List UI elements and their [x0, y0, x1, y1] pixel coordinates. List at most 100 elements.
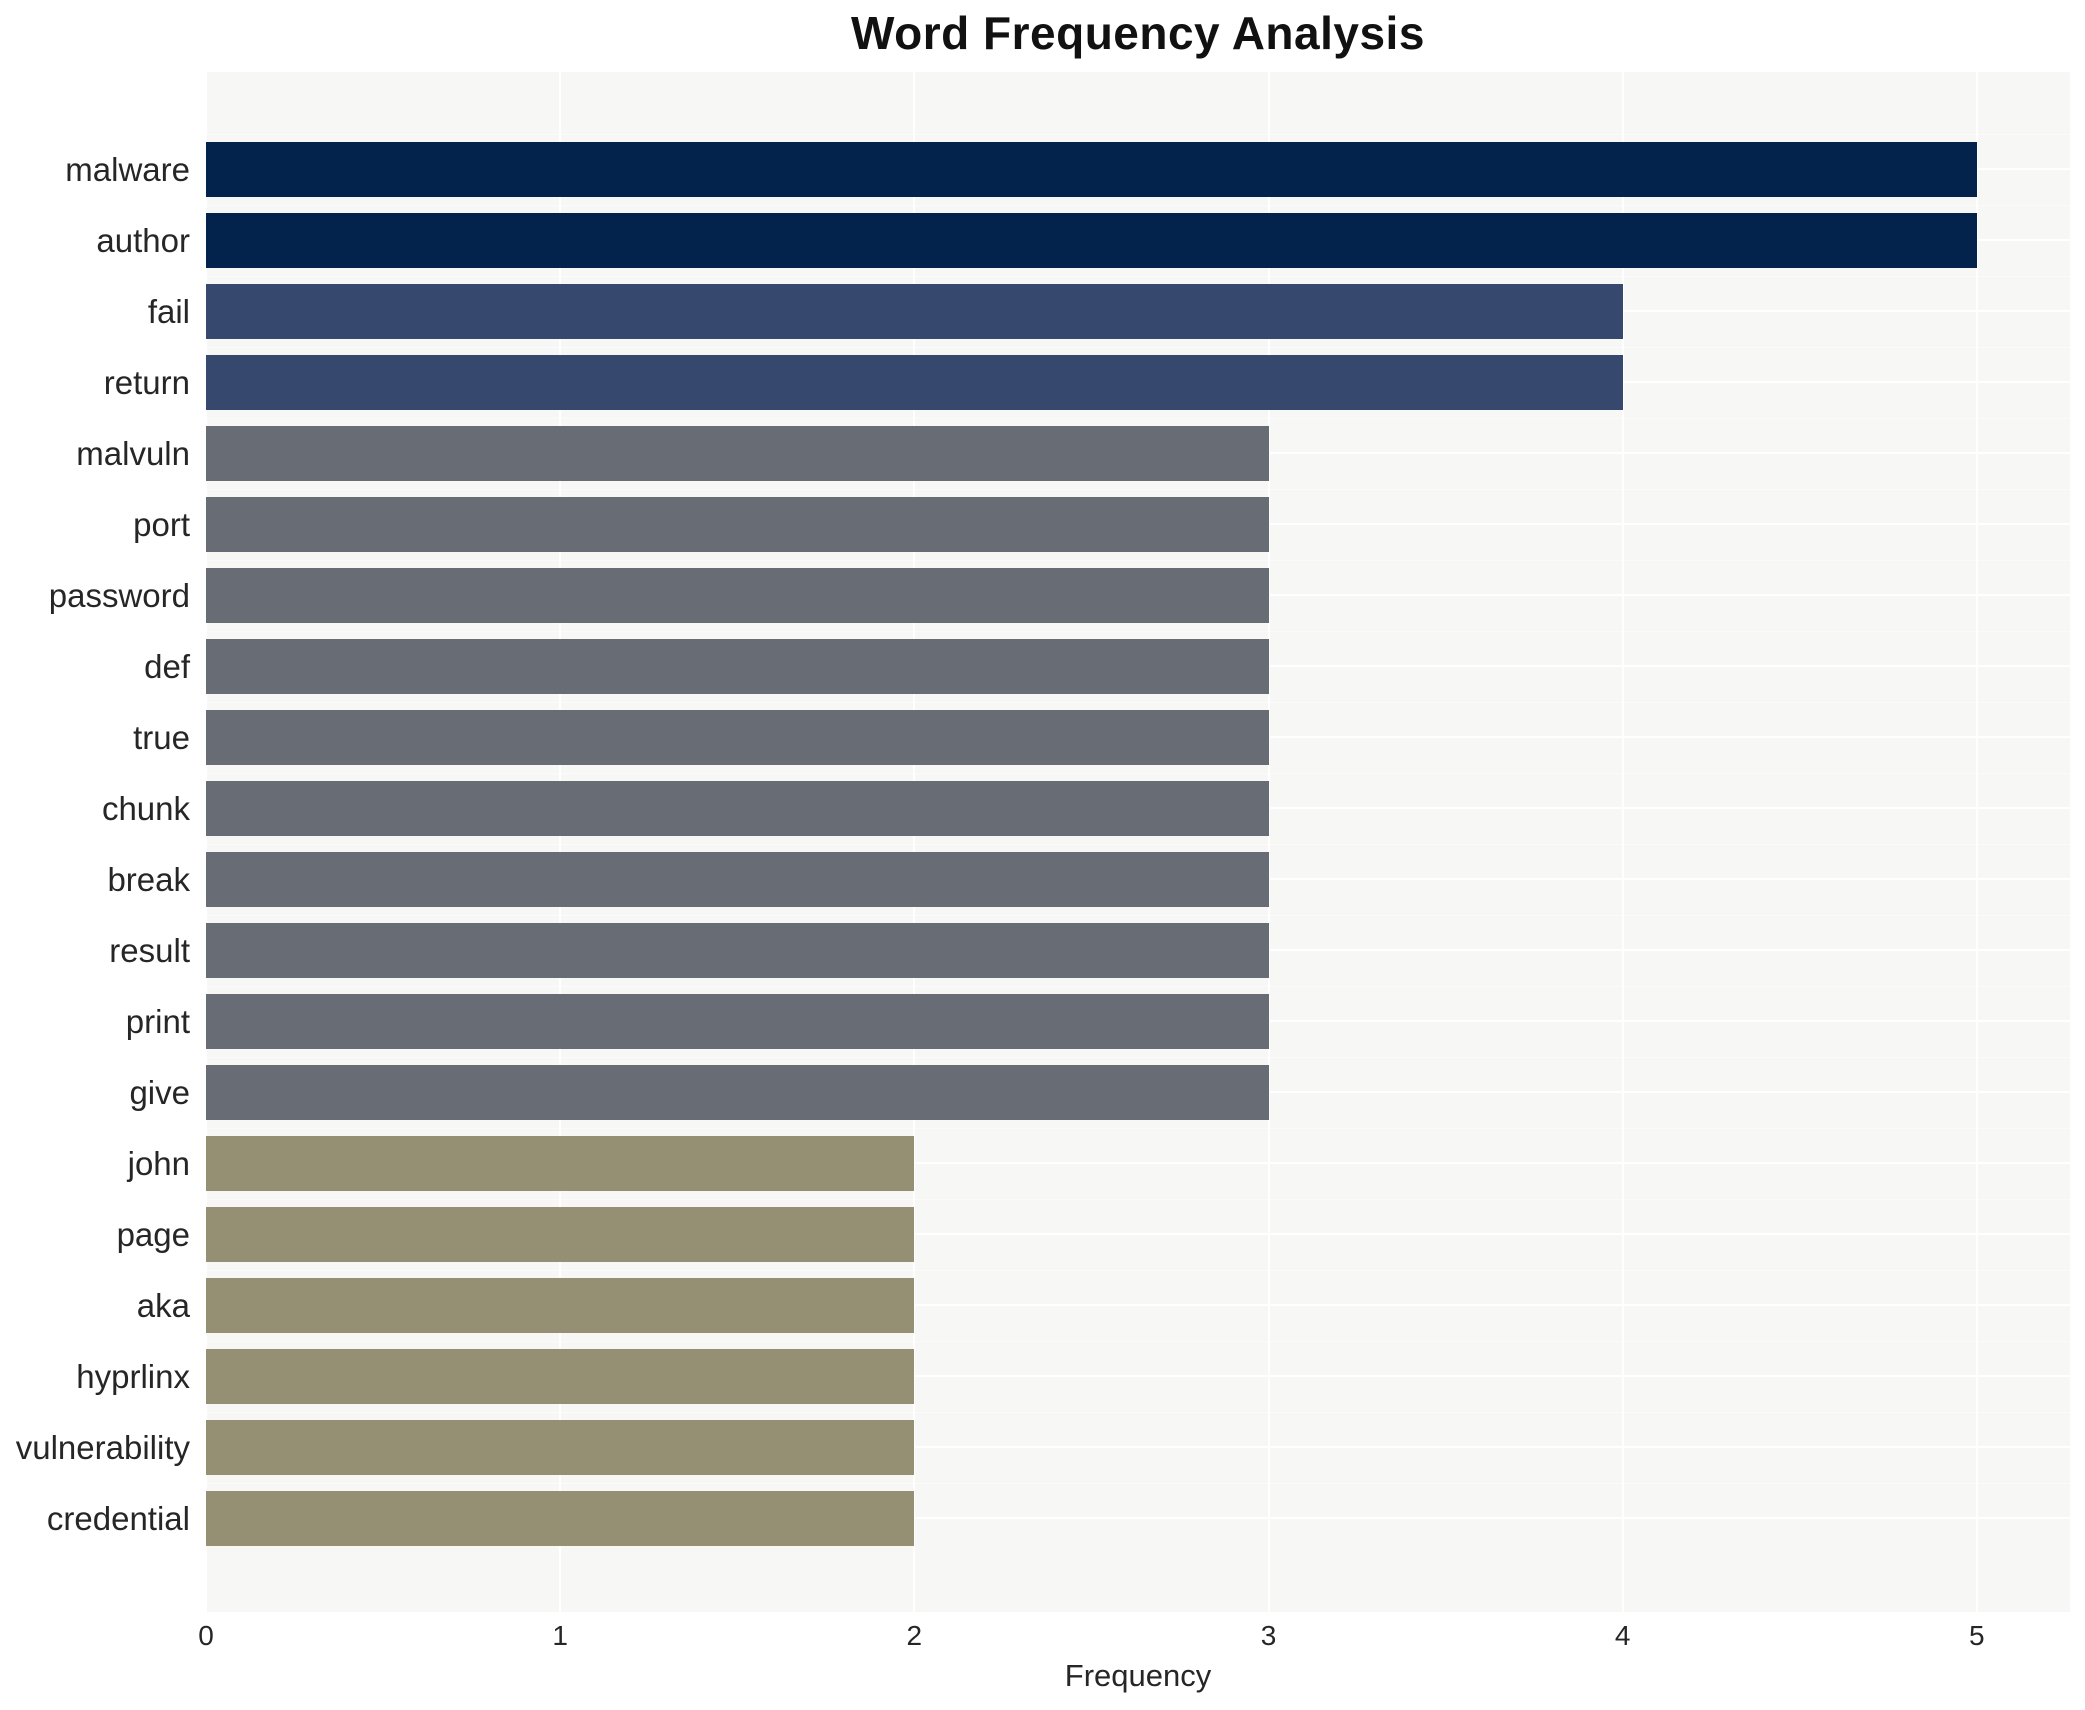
bar-trough [206, 489, 2070, 560]
x-tick-label: 2 [906, 1620, 923, 1651]
bar [206, 923, 1269, 978]
category-label: vulnerability [15, 1428, 190, 1466]
chart-title: Word Frequency Analysis [851, 7, 1425, 59]
bar-trough [206, 915, 2070, 986]
minor-gridline [206, 489, 2070, 490]
minor-gridline [206, 1483, 2070, 1484]
x-axis: 0 1 2 3 4 5 [198, 1620, 2070, 1660]
bar [206, 497, 1269, 552]
category-label: john [127, 1144, 190, 1182]
gridline-y [206, 1375, 2070, 1377]
gridline-x-1 [559, 72, 562, 1612]
bar-row: vulnerability [0, 1412, 2085, 1483]
bar-row: malware [0, 134, 2085, 205]
bar-row: port [0, 489, 2085, 560]
bar-row: john [0, 1128, 2085, 1199]
bar-trough [206, 844, 2070, 915]
bar [206, 568, 1269, 623]
minor-gridline [206, 1270, 2070, 1271]
gridline-x-3 [1267, 72, 1270, 1612]
category-label: credential [46, 1499, 190, 1537]
x-tick-label: 1 [552, 1620, 568, 1651]
category-label: malware [65, 150, 190, 188]
category-label: true [133, 718, 190, 756]
minor-gridline [206, 915, 2070, 916]
bar-row: malvuln [0, 418, 2085, 489]
minor-gridline [206, 560, 2070, 561]
category-label: def [144, 647, 190, 685]
category-label: break [107, 860, 190, 898]
bar-trough [206, 1128, 2070, 1199]
gridline-y [206, 1162, 2070, 1164]
bar-trough [206, 560, 2070, 631]
minor-gridline [206, 1412, 2070, 1413]
bar-trough [206, 773, 2070, 844]
bar-row: fail [0, 276, 2085, 347]
minor-gridline [206, 631, 2070, 632]
gridline-x-2 [913, 72, 916, 1612]
bar-trough [206, 134, 2070, 205]
gridline-y [206, 1446, 2070, 1448]
minor-gridline [206, 844, 2070, 845]
bar [206, 1420, 915, 1475]
minor-gridline [206, 205, 2070, 206]
x-tick-label: 4 [1614, 1620, 1631, 1651]
bar [206, 1136, 915, 1191]
bar-trough [206, 418, 2070, 489]
bar-row: break [0, 844, 2085, 915]
minor-gridline [206, 773, 2070, 774]
bar-row: aka [0, 1270, 2085, 1341]
bar [206, 852, 1269, 907]
bar-row: give [0, 1057, 2085, 1128]
bar-trough [206, 1341, 2070, 1412]
bar [206, 213, 1977, 268]
category-label: aka [136, 1286, 190, 1324]
bar-trough [206, 1270, 2070, 1341]
bar-row: return [0, 347, 2085, 418]
bar [206, 639, 1269, 694]
bar-trough [206, 631, 2070, 702]
bar [206, 426, 1269, 481]
bar-row: hyprlinx [0, 1341, 2085, 1412]
gridline-y [206, 1233, 2070, 1235]
bar-trough [206, 702, 2070, 773]
minor-gridline [206, 1341, 2070, 1342]
category-label: malvuln [76, 434, 190, 472]
bar-trough [206, 347, 2070, 418]
category-label: chunk [101, 789, 190, 827]
gridline-y [206, 1517, 2070, 1519]
x-tick-label: 3 [1260, 1620, 1277, 1651]
bar [206, 142, 1977, 197]
category-label: password [48, 576, 190, 614]
category-label: print [125, 1002, 190, 1040]
bar [206, 284, 1623, 339]
minor-gridline [206, 347, 2070, 348]
bar [206, 710, 1269, 765]
x-tick-label: 0 [198, 1620, 214, 1651]
bar-row: true [0, 702, 2085, 773]
x-tick-label: 5 [1969, 1620, 1985, 1651]
bar [206, 1278, 915, 1333]
bar [206, 1491, 915, 1546]
minor-gridline [206, 418, 2070, 419]
gridline-x-0 [205, 72, 207, 1612]
bar-row: author [0, 205, 2085, 276]
category-label: hyprlinx [76, 1357, 190, 1395]
category-label: fail [147, 292, 190, 330]
category-label: give [129, 1073, 190, 1111]
bar-trough [206, 276, 2070, 347]
minor-gridline [206, 276, 2070, 277]
bar-trough [206, 1483, 2070, 1554]
bar-trough [206, 986, 2070, 1057]
bar-row: password [0, 560, 2085, 631]
bar [206, 994, 1269, 1049]
bar-trough [206, 205, 2070, 276]
bar-row: page [0, 1199, 2085, 1270]
category-label: return [103, 363, 190, 401]
minor-gridline [206, 986, 2070, 987]
bar [206, 781, 1269, 836]
bar [206, 1207, 915, 1262]
minor-gridline [206, 1199, 2070, 1200]
gridline-x-4 [1621, 72, 1624, 1612]
